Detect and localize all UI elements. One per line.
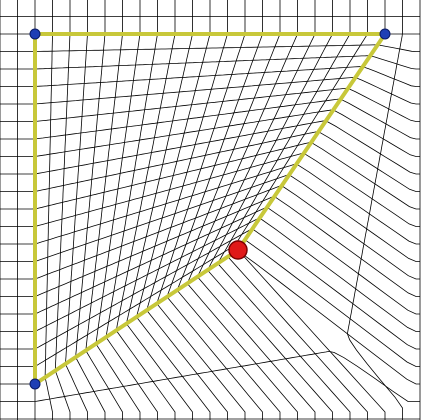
grid-line	[0, 98, 420, 140]
grid-line	[0, 185, 420, 280]
drag-handle[interactable]	[228, 240, 248, 260]
grid-line	[0, 130, 420, 192]
grid-line	[0, 163, 420, 245]
grid-line	[0, 174, 420, 262]
grid-line	[146, 0, 228, 420]
grid-line	[0, 44, 420, 52]
grid-line	[85, 0, 123, 420]
grid-line	[0, 109, 420, 157]
grid-line	[44, 0, 53, 420]
control-handles	[29, 28, 391, 390]
grid-line	[0, 239, 420, 367]
grid-line	[0, 152, 420, 227]
grid-line	[0, 87, 420, 122]
top-right-handle[interactable]	[379, 28, 391, 40]
grid-line	[105, 0, 158, 420]
grid-line	[115, 0, 176, 420]
grid-line	[95, 0, 141, 420]
grid-line	[64, 0, 88, 420]
grid-line	[125, 0, 193, 420]
grid-line	[196, 0, 316, 420]
grid-line	[186, 0, 298, 420]
grid-line	[0, 55, 420, 70]
grid-line	[0, 66, 420, 87]
grid-line	[346, 0, 403, 420]
grid-line	[0, 76, 420, 105]
grid-line	[75, 0, 106, 420]
bottom-left-handle[interactable]	[29, 378, 41, 390]
grid-line	[0, 120, 420, 175]
grid-line	[54, 0, 71, 420]
grid-line	[0, 141, 420, 210]
grid-line	[0, 195, 420, 297]
grid-line	[0, 206, 420, 315]
grid-line	[156, 0, 246, 420]
top-left-handle[interactable]	[29, 28, 41, 40]
grid-line	[136, 0, 211, 420]
grid-line	[0, 228, 420, 350]
grid-line	[0, 217, 420, 332]
grid-line	[166, 0, 263, 420]
grid-line	[176, 0, 281, 420]
